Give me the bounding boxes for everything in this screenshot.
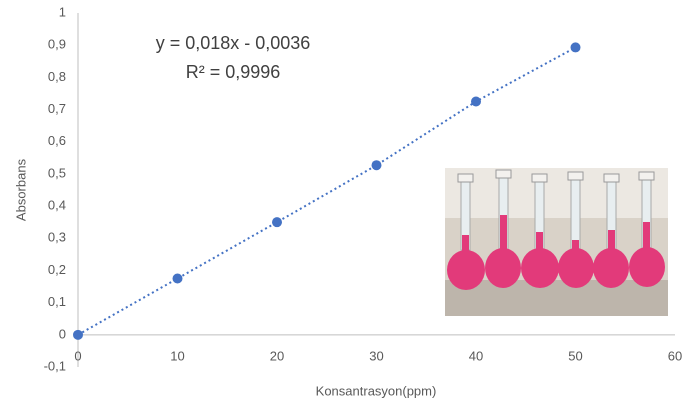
data-point: [172, 273, 183, 284]
data-point: [471, 96, 481, 107]
y-tick-label: 0,6: [48, 133, 66, 148]
x-tick-label: 40: [469, 348, 483, 363]
y-tick-label: 0,9: [48, 37, 66, 52]
y-tick-label: 0,8: [48, 69, 66, 84]
x-axis-label: Konsantrasyon(ppm): [316, 383, 437, 398]
y-tick-label: 0,1: [48, 294, 66, 309]
data-point: [371, 160, 382, 171]
x-tick-label: 0: [74, 348, 81, 363]
photo: [445, 168, 668, 316]
x-tick-label: 60: [668, 348, 682, 363]
y-tick-label: 0,7: [48, 101, 66, 116]
y-tick-label: 0,5: [48, 165, 66, 180]
y-tick-label: 0,3: [48, 230, 66, 245]
x-tick-label: 50: [568, 348, 582, 363]
y-axis-label: Absorbans: [13, 158, 28, 221]
equation: y = 0,018x - 0,0036: [156, 33, 311, 53]
x-tick-label: 10: [170, 348, 184, 363]
x-tick-label: 30: [369, 348, 383, 363]
y-tick-label: 0: [59, 326, 66, 341]
r-squared: R² = 0,9996: [186, 62, 281, 82]
y-tick-label: 0,2: [48, 262, 66, 277]
data-point: [570, 42, 581, 53]
x-tick-label: 20: [270, 348, 284, 363]
trendline: [77, 46, 576, 336]
y-tick-label: 0,4: [48, 198, 66, 213]
data-point: [272, 217, 282, 228]
data-point: [73, 329, 83, 340]
y-tick-label: 1: [59, 4, 66, 19]
y-tick-label: -0,1: [44, 358, 66, 373]
